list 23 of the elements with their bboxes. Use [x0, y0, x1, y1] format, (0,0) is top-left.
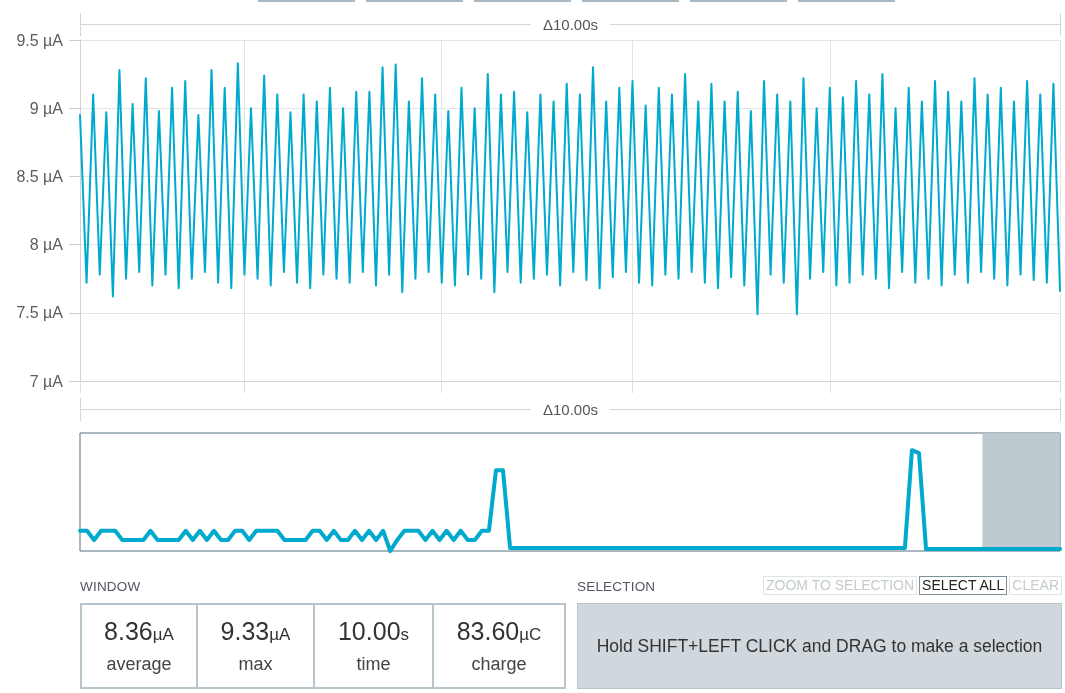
text: WINDOW — [80, 579, 141, 594]
y-tick-label: 9.5 µA — [16, 31, 64, 49]
text: 10.00s — [337, 616, 410, 647]
text: SELECTION — [577, 579, 656, 594]
text: max — [238, 653, 273, 676]
y-tick-label: 7.5 µA — [16, 304, 64, 322]
button: CLEAR — [1009, 576, 1062, 595]
text: time — [356, 653, 391, 676]
y-tick-label: 9 µA — [29, 99, 64, 117]
button: SELECT ALL — [919, 576, 1008, 595]
line-series — [79, 62, 1061, 316]
text: 83.60µC — [456, 616, 542, 647]
y-tick-label: 8 µA — [29, 236, 64, 254]
text: average — [106, 653, 172, 676]
button: ZOOM TO SELECTION — [763, 576, 918, 595]
text: 9.33µA — [220, 616, 291, 647]
message-box: Hold SHIFT+LEFT CLICK and DRAG to make a selection — [577, 603, 1062, 689]
y-tick-label: 7 µA — [29, 372, 64, 390]
text: 8.36µA — [104, 616, 174, 647]
y-tick-label: 8.5 µA — [16, 167, 64, 185]
text: Δ10.00s — [541, 16, 600, 33]
text: Δ10.00s — [541, 401, 600, 418]
text: charge — [471, 653, 527, 676]
